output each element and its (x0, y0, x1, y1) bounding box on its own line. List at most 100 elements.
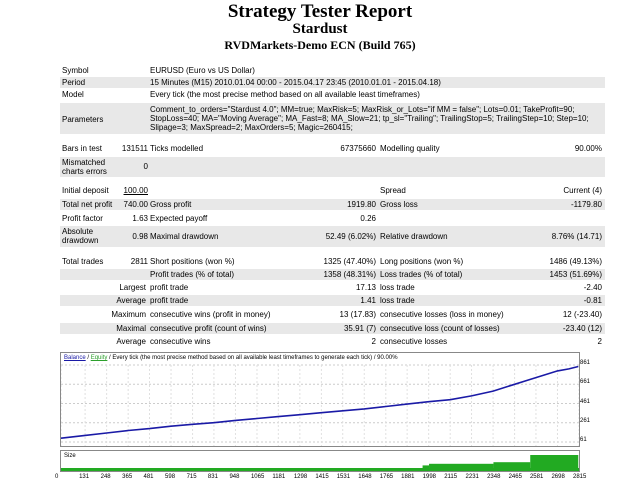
ea-name: Stardust (292, 21, 348, 37)
max-cons-loss-label: consecutive loss (count of losses) (380, 324, 500, 333)
account-info: RVDMarkets-Demo ECN (Build 765) (224, 38, 416, 52)
x-tick-label: 831 (207, 474, 218, 480)
x-tick-label: 2581 (529, 474, 544, 480)
y-tick-label: 661 (580, 379, 591, 386)
row-bars: Bars in test 131511 Ticks modelled 67375… (60, 143, 605, 154)
y-tick-label: 861 (580, 360, 591, 366)
legend-separator: / (85, 355, 91, 361)
x-tick-label: 598 (165, 474, 176, 480)
x-tick-label: 2698 (551, 474, 565, 480)
profit-factor-value: 1.63 (132, 214, 148, 223)
row-initial-deposit: Initial deposit 100.00 Spread Current (4… (60, 185, 605, 196)
max-cons-wins-value: 13 (17.83) (339, 310, 376, 319)
model-value: Every tick (the most precise method base… (150, 90, 420, 99)
total-trades-label: Total trades (62, 257, 104, 266)
x-tick-label: 2348 (487, 474, 501, 480)
x-tick-label: 131 (79, 474, 90, 480)
mismatched-label-2: charts errors (62, 167, 107, 176)
quality-value: 90.00% (574, 144, 602, 153)
x-tick-label: 715 (186, 474, 197, 480)
loss-trades-label: Loss trades (% of total) (380, 270, 463, 279)
balance-line (61, 365, 579, 439)
x-tick-label: 248 (100, 474, 111, 480)
parameters-label: Parameters (62, 115, 104, 124)
x-tick-label: 1765 (379, 474, 394, 480)
size-bar-3 (530, 455, 579, 471)
mismatched-value: 0 (143, 162, 148, 171)
profit-trades-label: Profit trades (% of total) (150, 270, 235, 279)
y-tick-label: 61 (580, 437, 587, 443)
row-maximal: Maximal consecutive profit (count of win… (60, 323, 605, 334)
x-tick-label: 481 (143, 474, 154, 480)
x-tick-label: 1415 (315, 474, 329, 480)
maximal-label: Maximal (116, 324, 146, 333)
row-period: Period 15 Minutes (M15) 2010.01.04 00:00… (60, 77, 605, 88)
balance-chart: Balance / Equity / Every tick (the most … (60, 352, 580, 447)
max-cons-loss-value: -23.40 (12) (562, 324, 602, 333)
x-tick-label: 1181 (272, 474, 286, 480)
largest-profit-label: profit trade (150, 283, 189, 292)
maximum-label: Maximum (111, 310, 146, 319)
total-trades-value: 2811 (130, 257, 148, 266)
average-label: Average (116, 296, 146, 305)
row-mismatched: Mismatched charts errors 0 (60, 157, 605, 177)
x-tick-label: 1298 (293, 474, 308, 480)
largest-label: Largest (119, 283, 146, 292)
expected-payoff-label: Expected payoff (150, 214, 208, 223)
symbol-value: EURUSD (Euro vs US Dollar) (150, 66, 255, 75)
absolute-dd-value: 0.98 (132, 232, 148, 241)
x-tick-label: 0 (55, 474, 59, 480)
profit-trades-value: 1358 (48.31%) (323, 270, 376, 279)
row-average-consecutive: Average consecutive wins 2 consecutive l… (60, 336, 605, 347)
absolute-dd-label-2: drawdown (62, 236, 99, 245)
size-plot (61, 455, 579, 471)
short-label: Short positions (won %) (150, 257, 235, 266)
avg-cons-losses-label: consecutive losses (380, 337, 448, 346)
parameters-line-1: Comment_to_orders="Stardust 4.0"; MM=tru… (150, 105, 575, 114)
long-label: Long positions (won %) (380, 257, 464, 266)
chart-legend: Balance / Equity / Every tick (the most … (64, 355, 398, 361)
max-cons-losses-label: consecutive losses (loss in money) (380, 310, 504, 319)
relative-dd-value: 8.76% (14.71) (551, 232, 602, 241)
spread-label: Spread (380, 186, 406, 195)
y-tick-label: 461 (580, 398, 591, 405)
avg-cons-wins-label: consecutive wins (150, 337, 211, 346)
size-bar-1 (429, 463, 494, 471)
initial-deposit-value: 100.00 (123, 186, 148, 195)
gross-profit-label: Gross profit (150, 200, 192, 209)
ticks-value: 67375660 (340, 144, 376, 153)
row-net-profit: Total net profit 740.00 Gross profit 191… (60, 199, 605, 210)
x-tick-label: 1881 (401, 474, 415, 480)
long-value: 1486 (49.13%) (549, 257, 602, 266)
balance-plot (61, 364, 579, 446)
gross-loss-value: -1179.80 (571, 200, 602, 209)
gross-profit-value: 1919.80 (347, 200, 376, 209)
x-tick-label: 1998 (422, 474, 437, 480)
symbol-label: Symbol (62, 66, 89, 75)
row-average: Average profit trade 1.41 loss trade -0.… (60, 295, 605, 306)
size-bar-2 (493, 462, 531, 471)
largest-loss-value: -2.40 (583, 283, 602, 292)
x-tick-label: 1065 (250, 474, 265, 480)
relative-dd-label: Relative drawdown (380, 232, 448, 241)
y-tick-label: 261 (580, 417, 591, 424)
x-tick-label: 2815 (573, 474, 587, 480)
loss-trades-value: 1453 (51.69%) (549, 270, 602, 279)
parameters-line-2: StopLoss=40; MA="Moving Average"; MA_Fas… (150, 114, 589, 123)
x-tick-label: 2115 (444, 474, 458, 480)
maximal-dd-label: Maximal drawdown (150, 232, 219, 241)
legend-balance: Balance (64, 355, 86, 361)
model-label: Model (62, 90, 84, 99)
x-tick-label: 2231 (465, 474, 479, 480)
quality-label: Modelling quality (380, 144, 440, 153)
row-profit-factor: Profit factor 1.63 Expected payoff 0.26 (60, 213, 605, 224)
max-cons-wins-label: consecutive wins (profit in money) (150, 310, 271, 319)
net-profit-label: Total net profit (62, 200, 113, 209)
spread-value: Current (4) (563, 186, 602, 195)
row-model: Model Every tick (the most precise metho… (60, 89, 605, 100)
row-parameters: Parameters Comment_to_orders="Stardust 4… (60, 103, 605, 134)
max-cons-losses-value: 12 (-23.40) (562, 310, 602, 319)
bars-value: 131511 (121, 144, 148, 153)
avg-cons-losses-value: 2 (597, 337, 602, 346)
row-symbol: Symbol EURUSD (Euro vs US Dollar) (60, 65, 605, 76)
